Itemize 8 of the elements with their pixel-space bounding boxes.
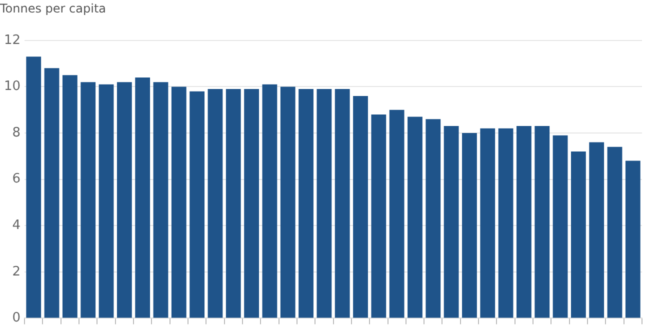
y-tick-label: 4 — [12, 218, 21, 233]
y-tick-label: 10 — [4, 79, 21, 94]
y-tick-label: 6 — [12, 172, 21, 187]
y-tick-label: 0 — [12, 310, 21, 326]
y-tick-label: 2 — [12, 264, 21, 280]
chart-title: Tonnes per capita — [0, 1, 106, 16]
y-tick-label: 12 — [4, 32, 21, 48]
y-tick-label: 8 — [12, 125, 21, 140]
